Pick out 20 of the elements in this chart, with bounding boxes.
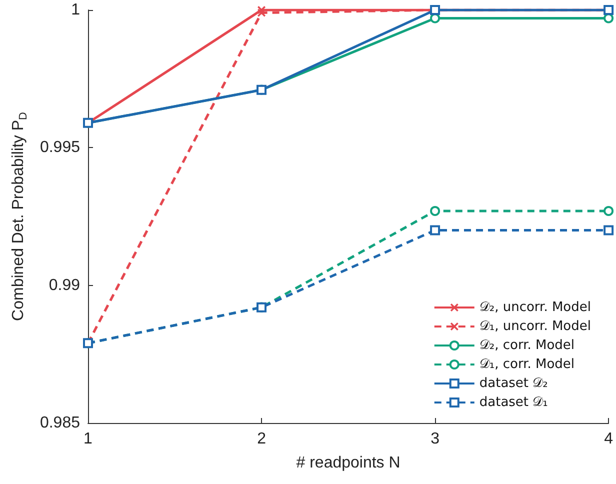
x-axis-title: # readpoints N bbox=[296, 454, 400, 472]
y-tick-label: 0.985 bbox=[40, 414, 80, 432]
legend-label: dataset 𝒟₁ bbox=[479, 395, 548, 410]
point bbox=[430, 206, 440, 216]
x-tick-label: 2 bbox=[257, 430, 266, 448]
x-tick-label: 4 bbox=[604, 430, 614, 448]
x-tick-label: 1 bbox=[84, 430, 93, 448]
legend-label: 𝒟₂, corr. Model bbox=[479, 338, 575, 353]
y-tick-label: 1 bbox=[71, 2, 80, 18]
legend-label: 𝒟₂, uncorr. Model bbox=[479, 300, 592, 315]
y-axis-title: Combined Det. Probability PD bbox=[10, 112, 30, 321]
y-tick-label: 0.99 bbox=[48, 276, 80, 294]
y-tick-label: 0.995 bbox=[40, 139, 80, 156]
point bbox=[604, 206, 614, 216]
point bbox=[604, 225, 614, 236]
x-tick-label: 3 bbox=[430, 430, 440, 448]
point bbox=[430, 225, 440, 236]
legend-label: 𝒟₁, corr. Model bbox=[479, 357, 575, 372]
legend-label: dataset 𝒟₂ bbox=[479, 376, 548, 391]
legend-label: 𝒟₁, uncorr. Model bbox=[479, 319, 592, 334]
